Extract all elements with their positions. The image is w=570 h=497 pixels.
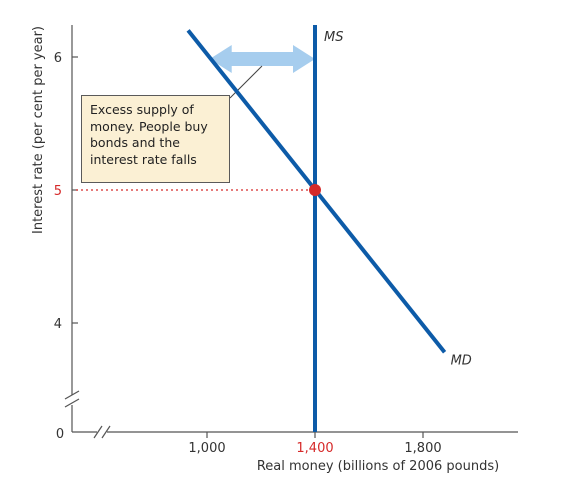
y-tick-label: 4	[54, 317, 62, 332]
y-tick-label: 5	[54, 184, 62, 199]
excess-supply-arrow	[209, 45, 315, 73]
annotation-line: interest rate falls	[90, 151, 197, 167]
md-label: MD	[451, 353, 472, 368]
y-axis-break-gap	[64, 395, 80, 405]
x-axis-break-mark	[93, 425, 103, 439]
annotation-leader-line	[229, 65, 263, 99]
annotation-line: money. People buy	[90, 118, 208, 134]
annotation-box: Excess supply of money. People buy bonds…	[81, 95, 230, 183]
origin-label: 0	[56, 427, 64, 442]
ms-label: MS	[324, 30, 343, 45]
equilibrium-point	[309, 184, 321, 196]
x-tick-label: 1,400	[296, 441, 333, 456]
y-axis-label: Interest rate (per cent per year)	[31, 26, 46, 234]
x-tick-label: 1,800	[404, 441, 441, 456]
y-axis-break-mark	[64, 390, 80, 400]
x-axis-break-gap	[97, 424, 107, 440]
y-tick-label: 6	[54, 51, 62, 66]
annotation-line: bonds and the	[90, 135, 180, 150]
x-axis-label: Real money (billions of 2006 pounds)	[257, 459, 499, 474]
x-axis-break-mark	[101, 425, 111, 439]
y-axis-break-mark	[64, 398, 80, 408]
x-tick-label: 1,000	[188, 441, 225, 456]
annotation-line: Excess supply of	[90, 102, 194, 117]
